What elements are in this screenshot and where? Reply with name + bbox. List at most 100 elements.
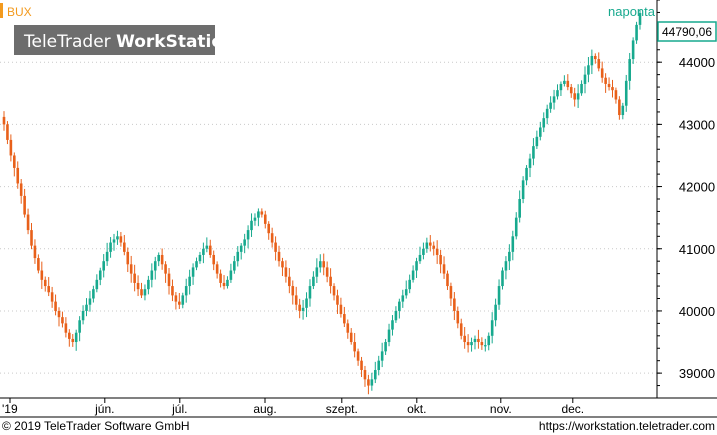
candle-body: [497, 286, 501, 305]
candle-body: [425, 242, 429, 249]
source-url[interactable]: https://workstation.teletrader.com: [539, 419, 715, 433]
candle-body: [504, 261, 508, 271]
candle-body: [604, 77, 607, 84]
symbol-accent-bar: [0, 3, 3, 18]
candle-body: [212, 254, 216, 265]
candle-body: [442, 264, 446, 274]
candle-body: [349, 332, 353, 343]
x-tick-label: szept.: [326, 402, 358, 416]
candle-body: [281, 261, 284, 268]
candle-body: [600, 68, 604, 78]
candle-body: [315, 267, 319, 277]
candle-body: [150, 270, 154, 280]
candle-body: [2, 116, 6, 125]
candle-body: [607, 83, 611, 88]
candle-body: [435, 248, 439, 255]
candle-body: [160, 254, 164, 265]
x-tick-label: aug.: [253, 402, 276, 416]
candle-body: [501, 270, 504, 287]
candle-body: [377, 360, 381, 371]
candle-body: [123, 242, 126, 252]
candle-body: [226, 279, 229, 287]
candle-body: [284, 267, 288, 277]
candle-body: [202, 248, 205, 255]
symbol-label[interactable]: BUX: [7, 5, 32, 19]
candle-body: [552, 96, 556, 103]
candle-body: [573, 93, 576, 100]
candle-body: [178, 301, 181, 305]
candle-body: [33, 245, 37, 259]
candle-body: [109, 242, 112, 252]
last-price-value: 44790,06: [662, 25, 712, 39]
candles: [2, 9, 642, 395]
y-tick-label: 41000: [679, 242, 715, 257]
candle-body: [68, 332, 71, 339]
candle-body: [105, 251, 109, 262]
candle-body: [569, 87, 573, 94]
y-tick-label: 43000: [679, 117, 715, 132]
candle-body: [126, 251, 130, 265]
candle-body: [143, 289, 147, 296]
candle-body: [43, 279, 47, 287]
candle-body: [336, 295, 339, 305]
candle-body: [494, 304, 497, 321]
watermark-brand: TeleTrader: [23, 32, 111, 52]
candle-body: [222, 282, 226, 287]
candle-body: [112, 239, 116, 243]
candle-body: [597, 59, 601, 69]
candle-body: [267, 223, 271, 234]
candle-body: [71, 338, 75, 343]
candle-body: [428, 242, 432, 246]
candle-body: [343, 314, 346, 324]
candle-body: [332, 286, 336, 296]
candle-body: [157, 254, 161, 262]
candle-body: [394, 310, 398, 321]
candle-body: [174, 295, 178, 302]
candle-body: [483, 345, 487, 347]
candle-body: [136, 282, 140, 290]
candle-body: [205, 245, 209, 249]
candle-body: [346, 323, 350, 333]
x-tick-label: dec.: [561, 402, 584, 416]
candle-body: [229, 270, 233, 280]
candle-body: [353, 342, 356, 352]
candle-body: [576, 93, 580, 100]
candle-body: [294, 295, 298, 305]
candle-body: [92, 289, 95, 299]
candle-body: [583, 74, 587, 84]
candle-body: [545, 108, 549, 119]
candle-body: [208, 245, 212, 255]
candle-body: [518, 199, 521, 218]
candle-body: [23, 195, 26, 215]
candle-body: [85, 304, 88, 311]
candle-body: [301, 307, 305, 311]
candle-body: [188, 276, 191, 287]
candle-body: [539, 127, 542, 137]
watermark-brand-strong: WorkStation: [116, 32, 235, 52]
candle-body: [360, 360, 363, 371]
candle-body: [325, 267, 329, 277]
candle-body: [243, 239, 246, 246]
candle-body: [30, 230, 33, 246]
candle-body: [473, 338, 477, 343]
candle-body: [318, 261, 322, 268]
candle-body: [587, 65, 590, 75]
watermark-box: [14, 25, 215, 55]
candle-body: [236, 251, 240, 262]
x-tick-label: júl.: [171, 402, 187, 416]
candle-body: [274, 242, 277, 252]
candle-body: [459, 323, 463, 336]
candle-body: [363, 370, 367, 380]
candle-body: [246, 230, 250, 240]
candle-body: [98, 270, 102, 280]
candle-body: [535, 136, 539, 147]
candle-body: [563, 80, 566, 84]
candle-body: [514, 217, 518, 237]
candle-body: [387, 329, 391, 343]
interval-label[interactable]: naponta: [608, 4, 656, 19]
candle-body: [181, 295, 185, 305]
candle-body: [291, 286, 295, 296]
candle-body: [411, 270, 415, 280]
candle-body: [621, 105, 625, 116]
candle-body: [277, 251, 281, 262]
